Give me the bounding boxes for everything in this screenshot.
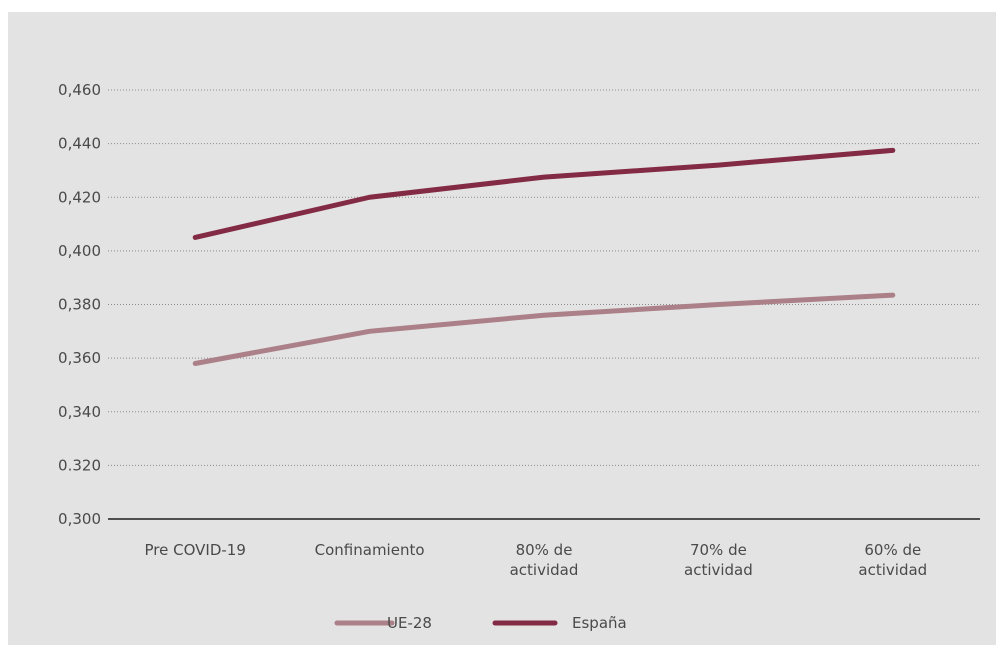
x-category-label-line: actividad (684, 561, 753, 579)
x-axis-category-labels: Pre COVID-19 Confinamiento 80% de actividad… (145, 541, 928, 579)
y-tick-label: 0,400 (58, 242, 101, 260)
x-category-label: 80% de actividad (510, 541, 579, 579)
x-category-label-line: 60% de (864, 541, 921, 559)
grid-lines (108, 89, 980, 466)
x-category-label-line: actividad (858, 561, 927, 579)
y-axis-tick-labels: 0,300 0.320 0,340 0,360 0,380 0,400 0,420 0,440… (58, 81, 101, 528)
x-category-label-line: actividad (510, 561, 579, 579)
y-tick-label: 0.320 (58, 456, 101, 474)
y-tick-label: 0,380 (58, 296, 101, 314)
legend: UE-28 España (334, 614, 627, 632)
chart-panel (8, 12, 996, 645)
y-tick-label: 0,340 (58, 403, 101, 421)
series-line-0 (192, 292, 896, 366)
x-category-label: 70% de actividad (684, 541, 753, 579)
y-tick-label: 0,420 (58, 188, 101, 206)
x-category-label-line: 80% de (516, 541, 573, 559)
series-line-1 (192, 147, 896, 240)
x-category-label: Pre COVID-19 (145, 541, 246, 559)
y-tick-label: 0,440 (58, 135, 101, 153)
legend-label: UE-28 (387, 614, 432, 632)
y-tick-label: 0,460 (58, 81, 101, 99)
x-category-label: Confinamiento (315, 541, 425, 559)
legend-label: España (572, 614, 627, 632)
x-category-label-line: Confinamiento (315, 541, 425, 559)
series-lines (192, 147, 896, 366)
y-tick-label: 0,360 (58, 349, 101, 367)
y-tick-label: 0,300 (58, 510, 101, 528)
x-category-label-line: 70% de (690, 541, 747, 559)
x-category-label: 60% de actividad (858, 541, 927, 579)
x-category-label-line: Pre COVID-19 (145, 541, 246, 559)
